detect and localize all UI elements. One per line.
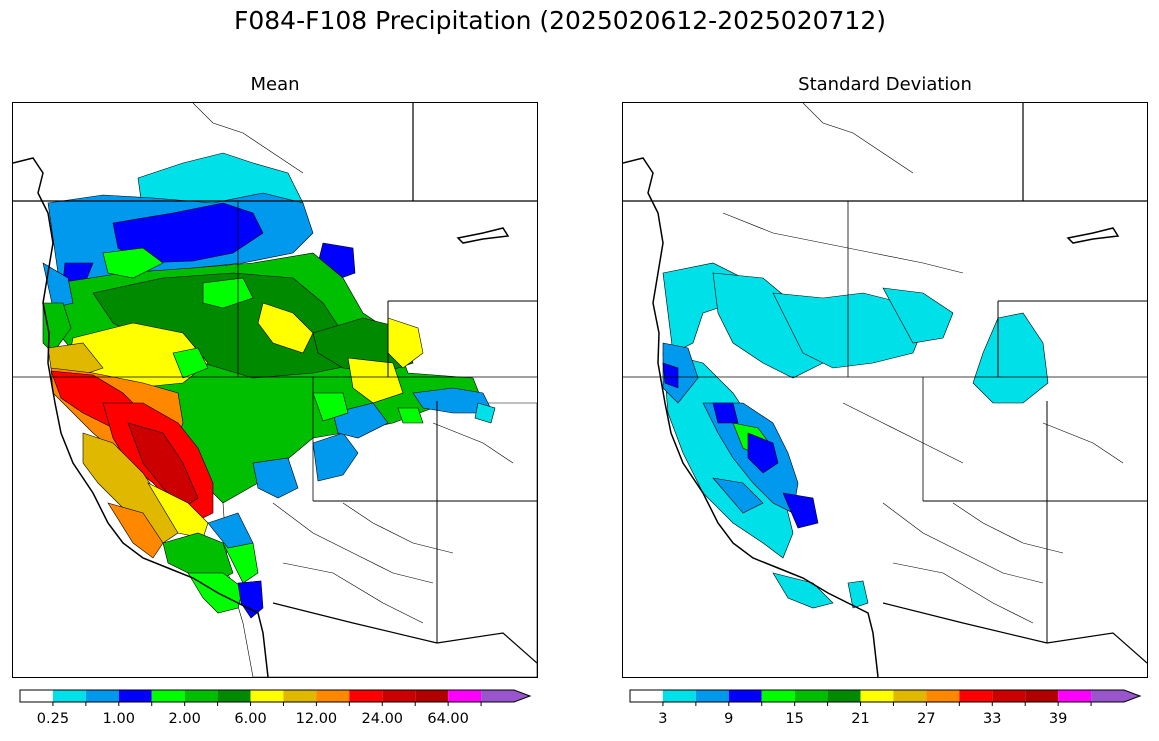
colorbar-swatch xyxy=(448,690,482,702)
mean-colorbar-label: 0.25 xyxy=(36,711,70,727)
colorbar-swatch xyxy=(1091,690,1140,702)
mean-colorbar-label: 1.00 xyxy=(102,711,135,727)
colorbar-swatch xyxy=(761,690,795,702)
mean-colorbar-label: 6.00 xyxy=(234,711,267,727)
colorbar-swatch xyxy=(827,690,861,702)
stddev-colorbar-label: 27 xyxy=(917,711,936,727)
colorbar-swatch xyxy=(20,690,53,702)
colorbar-swatch xyxy=(893,690,927,702)
colorbar-swatch xyxy=(794,690,828,702)
stddev-map-svg xyxy=(623,103,1147,677)
mean-map[interactable] xyxy=(12,102,538,678)
colorbar-swatch xyxy=(695,690,729,702)
colorbar-swatch xyxy=(728,690,762,702)
stddev-colorbar-svg xyxy=(629,689,1142,706)
colorbar-swatch xyxy=(481,690,530,702)
colorbar-swatch xyxy=(662,690,696,702)
colorbar-swatch xyxy=(415,690,449,702)
stddev-panel-title: Standard Deviation xyxy=(798,74,972,95)
stddev-colorbar-label: 3 xyxy=(658,711,668,727)
colorbar-swatch xyxy=(316,690,350,702)
colorbar-swatch xyxy=(926,690,960,702)
colorbar-swatch xyxy=(382,690,416,702)
colorbar-outline xyxy=(19,689,532,703)
colorbar-swatch xyxy=(217,690,251,702)
colorbar-swatch xyxy=(1058,690,1092,702)
mean-colorbar-label: 12.00 xyxy=(295,711,338,727)
colorbar-outline xyxy=(629,689,1142,703)
stddev-colorbar xyxy=(629,689,1142,706)
stddev-colorbar-label: 9 xyxy=(724,711,734,727)
colorbar-swatch xyxy=(349,690,383,702)
mean-colorbar xyxy=(19,689,532,706)
mean-colorbar-labels: 0.25 1.00 2.00 6.00 12.00 24.00 64.00 xyxy=(20,711,530,729)
colorbar-swatch xyxy=(630,690,663,702)
colorbar-swatch xyxy=(184,690,218,702)
stddev-colorbar-label: 21 xyxy=(851,711,870,727)
colorbar-swatch xyxy=(151,690,185,702)
colorbar-swatch xyxy=(250,690,284,702)
colorbar-swatch xyxy=(283,690,317,702)
stddev-colorbar-label: 33 xyxy=(983,711,1002,727)
stddev-map[interactable] xyxy=(622,102,1148,678)
colorbar-swatch xyxy=(52,690,86,702)
mean-map-boundaries xyxy=(13,103,537,677)
mean-colorbar-svg xyxy=(19,689,532,706)
colorbar-swatch xyxy=(992,690,1026,702)
mean-precip-fill xyxy=(42,152,537,677)
colorbar-swatch xyxy=(959,690,993,702)
figure-title: F084-F108 Precipitation (2025020612-2025… xyxy=(233,6,886,35)
colorbar-swatch xyxy=(860,690,894,702)
mean-colorbar-label: 64.00 xyxy=(427,711,469,727)
mean-panel-title: Mean xyxy=(250,74,300,95)
colorbar-swatch xyxy=(85,690,119,702)
mean-colorbar-label: 2.00 xyxy=(168,711,201,727)
mean-map-svg xyxy=(13,103,537,677)
stddev-map-boundaries xyxy=(623,103,1147,677)
stddev-fill xyxy=(662,262,1049,609)
stddev-colorbar-labels: 3 9 15 21 27 33 39 xyxy=(630,711,1140,729)
stddev-colorbar-label: 15 xyxy=(785,711,804,727)
stddev-colorbar-label: 39 xyxy=(1048,711,1068,727)
colorbar-swatch xyxy=(118,690,152,702)
colorbar-swatch xyxy=(1025,690,1059,702)
mean-colorbar-label: 24.00 xyxy=(361,711,404,727)
